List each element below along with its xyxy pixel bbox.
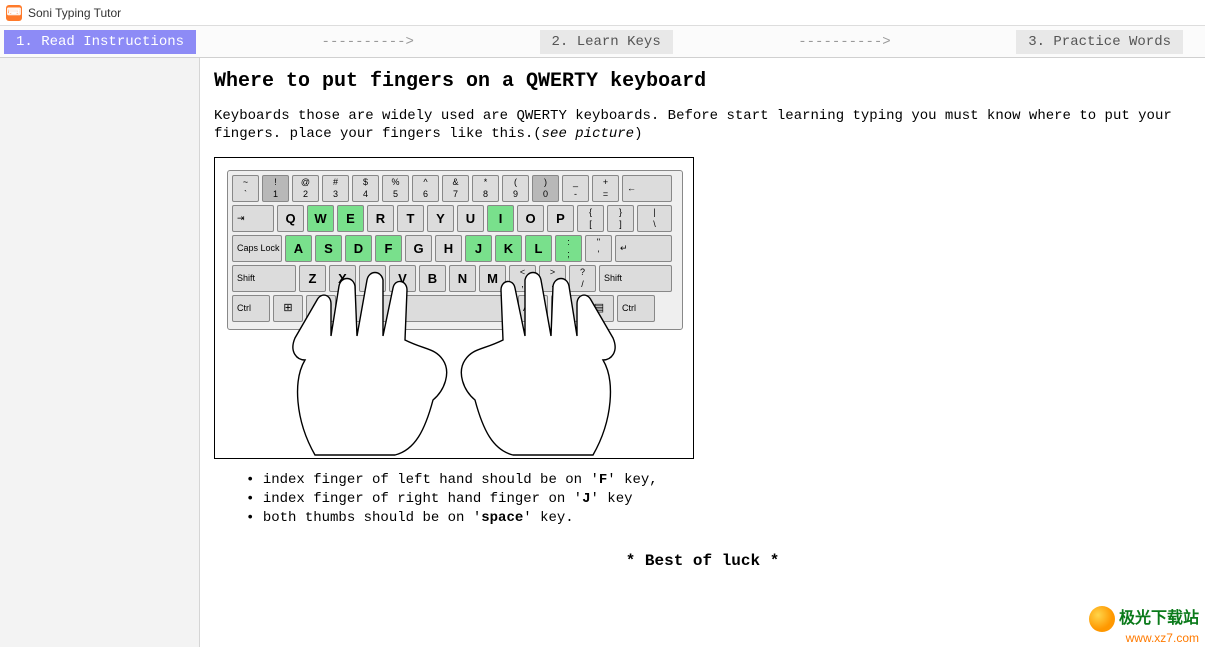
instruction-item-2: index finger of right hand finger on 'J'…: [246, 490, 1191, 509]
nav-step-3[interactable]: 3. Practice Words: [1016, 30, 1183, 54]
instruction-list: index finger of left hand should be on '…: [214, 471, 1191, 528]
right-hand-illustration: [443, 240, 633, 460]
intro-text-1: Keyboards those are widely used are QWER…: [214, 108, 1172, 142]
keyboard-key: !1: [262, 175, 289, 202]
keyboard-key: &7: [442, 175, 469, 202]
keyboard-key: ^6: [412, 175, 439, 202]
b1-b: ' key,: [607, 472, 657, 488]
content-area: Where to put fingers on a QWERTY keyboar…: [200, 58, 1205, 647]
keyboard-key: Q: [277, 205, 304, 232]
keyboard-key: +=: [592, 175, 619, 202]
intro-paragraph: Keyboards those are widely used are QWER…: [214, 107, 1191, 143]
keyboard-key: T: [397, 205, 424, 232]
nav-separator-2: ---------->: [673, 34, 1016, 50]
keyboard-key: {[: [577, 205, 604, 232]
app-icon: ⌨: [6, 5, 22, 21]
keyboard-key: ⇥: [232, 205, 274, 232]
keyboard-key: I: [487, 205, 514, 232]
left-hand-illustration: [275, 240, 465, 460]
keyboard-key: $4: [352, 175, 379, 202]
keyboard-key: |\: [637, 205, 672, 232]
watermark-name: 极光下载站: [1119, 610, 1199, 627]
b3-key: space: [481, 510, 523, 526]
b1-a: index finger of left hand should be on ': [263, 472, 599, 488]
window-title: Soni Typing Tutor: [28, 6, 121, 20]
instruction-item-3: both thumbs should be on 'space' key.: [246, 509, 1191, 528]
step-nav: 1. Read Instructions ----------> 2. Lear…: [0, 26, 1205, 58]
keyboard-key: R: [367, 205, 394, 232]
keyboard-key: *8: [472, 175, 499, 202]
keyboard-key: )0: [532, 175, 559, 202]
b3-b: ' key.: [523, 510, 573, 526]
keyboard-row: ~`!1@2#3$4%5^6&7*8(9)0_-+=←: [232, 175, 678, 202]
keyboard-key: Y: [427, 205, 454, 232]
nav-separator-1: ---------->: [196, 34, 539, 50]
watermark-logo-icon: [1089, 606, 1115, 632]
keyboard-key: Ctrl: [232, 295, 270, 322]
intro-text-2: ): [634, 126, 642, 142]
keyboard-key: %5: [382, 175, 409, 202]
keyboard-key: O: [517, 205, 544, 232]
nav-step-2[interactable]: 2. Learn Keys: [540, 30, 673, 54]
instruction-item-1: index finger of left hand should be on '…: [246, 471, 1191, 490]
left-gutter: [0, 58, 200, 647]
keyboard-key: U: [457, 205, 484, 232]
watermark-url: www.xz7.com: [1089, 632, 1199, 645]
b3-a: both thumbs should be on ': [263, 510, 481, 526]
b2-b: ' key: [590, 491, 632, 507]
page-heading: Where to put fingers on a QWERTY keyboar…: [214, 70, 1191, 93]
keyboard-key: E: [337, 205, 364, 232]
keyboard-key: W: [307, 205, 334, 232]
intro-em: see picture: [542, 126, 634, 142]
good-luck-text: * Best of luck *: [214, 552, 1191, 570]
keyboard-key: _-: [562, 175, 589, 202]
keyboard-row: ⇥QWERTYUIOP{[}]|\: [232, 205, 678, 232]
keyboard-key: #3: [322, 175, 349, 202]
keyboard-figure: ~`!1@2#3$4%5^6&7*8(9)0_-+=← ⇥QWERTYUIOP{[…: [214, 157, 694, 459]
keyboard-key: @2: [292, 175, 319, 202]
watermark: 极光下载站 www.xz7.com: [1089, 606, 1199, 645]
keyboard-key: }]: [607, 205, 634, 232]
keyboard-key: P: [547, 205, 574, 232]
keyboard-key: ←: [622, 175, 672, 202]
keyboard-key: ~`: [232, 175, 259, 202]
b2-a: index finger of right hand finger on ': [263, 491, 582, 507]
nav-step-1[interactable]: 1. Read Instructions: [4, 30, 196, 54]
keyboard-key: (9: [502, 175, 529, 202]
titlebar: ⌨ Soni Typing Tutor: [0, 0, 1205, 26]
